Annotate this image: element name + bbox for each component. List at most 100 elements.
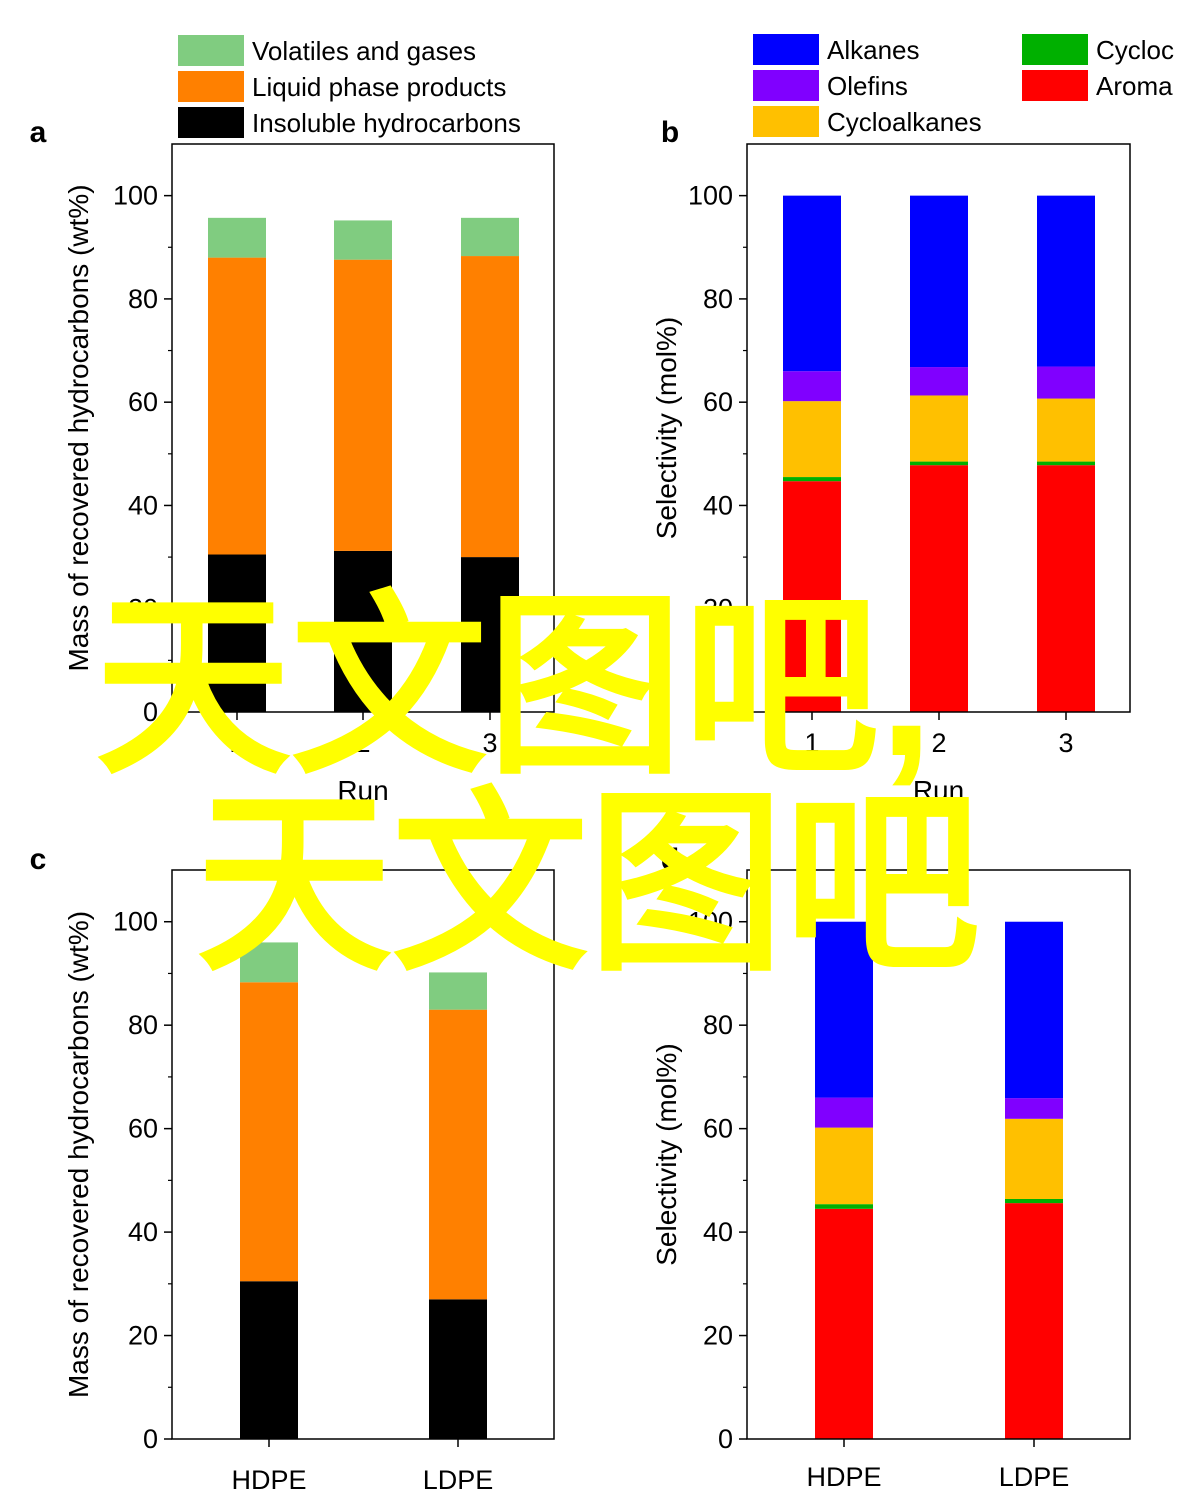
panel-label: c: [30, 843, 47, 876]
bar-b-1-alkanes: [783, 195, 841, 372]
bar-b-3-cycloolefins: [1037, 461, 1095, 466]
legend-a-swatch: [178, 107, 244, 138]
bar-b-2-alkanes: [910, 195, 968, 368]
bar-b-1-cycloolefins: [783, 477, 841, 482]
legend-b-swatch: [1022, 34, 1088, 65]
chart-panel-d: 0 20 40 60 80 100 HDPE LDPE Selectivity (mol%) d: [651, 843, 1131, 1492]
legend-b-label: Cycloalkanes: [827, 107, 982, 137]
legend-b: Alkanes Olefins Cycloalkanes Cycloc Aroma: [753, 34, 1174, 137]
plot-frame: [746, 869, 1131, 1440]
bar-d-HDPE-olefins: [815, 1097, 873, 1128]
legend-a: Volatiles and gases Liquid phase products…: [178, 35, 521, 138]
bar-d-HDPE-cycloalkanes: [815, 1127, 873, 1205]
y-axis-label: Selectivity (mol%): [651, 1043, 682, 1265]
x-tick-label: 3: [1058, 728, 1073, 758]
y-tick-label: 0: [143, 1424, 158, 1454]
x-tick-label: 2: [931, 728, 946, 758]
y-tick-label: 20: [128, 594, 158, 624]
legend-b-label: Cycloc: [1096, 35, 1174, 65]
bar-a-1-volatiles-and-gases: [208, 217, 266, 258]
y-tick-label: 20: [703, 594, 733, 624]
x-tick-label: 1: [804, 728, 819, 758]
bar-b-2-cycloalkanes: [910, 395, 968, 462]
chart-panel-b: 0 20 40 60 80 100 1 2 3 Selectivity (mol%) Run b: [651, 116, 1131, 806]
bar-a-1-insoluble-hydrocarbons: [208, 554, 266, 712]
watermark-line-1: 天文图吧,: [95, 578, 933, 797]
bar-b-1-cycloalkanes: [783, 401, 841, 478]
y-tick-label: 0: [143, 697, 158, 727]
x-tick-label: 1: [229, 728, 244, 758]
chart-panel-c: 0 20 40 60 80 100 HDPE LDPE Mass of recovered hy…: [30, 843, 555, 1495]
bar-c-LDPE-insoluble-hydrocarbons: [429, 1299, 487, 1439]
bar-a-3-volatiles-and-gases: [461, 217, 519, 257]
watermark: 天文图吧,天文图吧: [95, 578, 980, 994]
panel-label: b: [661, 116, 679, 149]
bar-b-3-alkanes: [1037, 195, 1095, 367]
bar-b-1-aromatics: [783, 481, 841, 712]
legend-b-swatch: [753, 70, 819, 101]
y-tick-label: 0: [718, 697, 733, 727]
y-tick-label: 0: [718, 1424, 733, 1454]
y-tick-label: 40: [703, 490, 733, 520]
legend-b-swatch: [1022, 70, 1088, 101]
x-tick-label: HDPE: [231, 1465, 306, 1495]
legend-a-label: Volatiles and gases: [252, 36, 476, 66]
y-tick-label: 20: [703, 1321, 733, 1351]
x-tick-label: LDPE: [423, 1465, 494, 1495]
legend-b-label: Aroma: [1096, 71, 1173, 101]
bar-c-LDPE-liquid-phase-products: [429, 1009, 487, 1300]
y-tick-label: 60: [703, 1114, 733, 1144]
bar-d-LDPE-aromatics: [1005, 1203, 1063, 1439]
bar-b-3-cycloalkanes: [1037, 398, 1095, 462]
x-tick-label: HDPE: [806, 1462, 881, 1492]
x-axis-label: Run: [337, 775, 388, 806]
bar-c-HDPE-liquid-phase-products: [240, 982, 298, 1282]
y-tick-label: 60: [128, 1114, 158, 1144]
y-tick-label: 60: [128, 387, 158, 417]
legend-b-swatch: [753, 34, 819, 65]
y-tick-label: 20: [128, 1321, 158, 1351]
bar-a-2-insoluble-hydrocarbons: [334, 550, 392, 712]
legend-a-label: Insoluble hydrocarbons: [252, 108, 521, 138]
x-tick-label: 3: [482, 728, 497, 758]
bar-b-2-aromatics: [910, 465, 968, 712]
bar-d-HDPE-aromatics: [815, 1208, 873, 1439]
y-tick-label: 80: [703, 284, 733, 314]
y-tick-label: 100: [688, 907, 733, 937]
legend-b-label: Alkanes: [827, 35, 920, 65]
bar-a-3-insoluble-hydrocarbons: [461, 557, 519, 712]
bar-b-3-olefins: [1037, 366, 1095, 399]
y-tick-label: 100: [688, 181, 733, 211]
bar-b-1-olefins: [783, 371, 841, 402]
legend-a-swatch: [178, 35, 244, 66]
y-axis-label: Mass of recovered hydrocarbons (wt%): [63, 911, 94, 1398]
bar-c-LDPE-volatiles-and-gases: [429, 972, 487, 1010]
y-tick-label: 40: [703, 1217, 733, 1247]
legend-a-swatch: [178, 71, 244, 102]
y-tick-label: 80: [128, 284, 158, 314]
panel-label: d: [661, 843, 679, 876]
y-tick-label: 40: [128, 1217, 158, 1247]
chart-panel-a: 0 20 40 60 80 100 1 2 3 Mass of recovered hydroca…: [30, 116, 555, 806]
y-axis-label: Selectivity (mol%): [651, 317, 682, 539]
y-axis-label: Mass of recovered hydrocarbons (wt%): [63, 184, 94, 671]
y-tick-label: 80: [128, 1010, 158, 1040]
panel-label: a: [30, 116, 47, 149]
bar-d-HDPE-alkanes: [815, 921, 873, 1098]
bar-b-2-olefins: [910, 367, 968, 396]
x-axis-label: Run: [913, 775, 964, 806]
x-tick-label: 2: [355, 728, 370, 758]
legend-b-label: Olefins: [827, 71, 908, 101]
legend-b-swatch: [753, 106, 819, 137]
bar-c-HDPE-insoluble-hydrocarbons: [240, 1281, 298, 1439]
bar-d-LDPE-olefins: [1005, 1098, 1063, 1119]
bar-d-HDPE-cycloolefins: [815, 1204, 873, 1209]
bar-d-LDPE-alkanes: [1005, 921, 1063, 1099]
y-tick-label: 40: [128, 490, 158, 520]
plot-frame: [171, 869, 555, 1440]
bar-a-1-liquid-phase-products: [208, 257, 266, 555]
bar-b-3-aromatics: [1037, 465, 1095, 712]
bar-a-2-liquid-phase-products: [334, 259, 392, 551]
bar-d-LDPE-cycloolefins: [1005, 1198, 1063, 1204]
